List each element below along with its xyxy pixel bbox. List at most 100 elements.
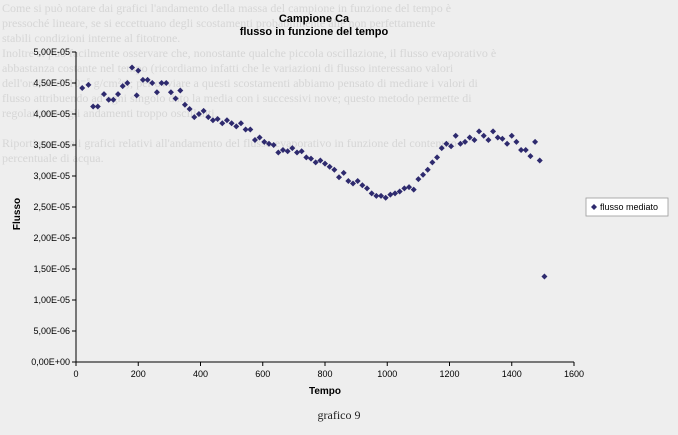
data-point: [135, 67, 142, 74]
bleed-line: regolarizzare gli andamenti troppo oscil…: [2, 106, 218, 120]
data-point: [527, 153, 534, 160]
data-point: [354, 177, 361, 184]
data-point: [298, 148, 305, 155]
data-point: [265, 140, 272, 147]
bleed-line: percentuale di acqua.: [2, 151, 104, 165]
data-point: [340, 169, 347, 176]
chart-subtitle: flusso in funzione del tempo: [240, 26, 389, 38]
bleed-line: pressoché lineare, se si eccettuano degl…: [2, 16, 436, 30]
x-axis-label: Tempo: [309, 386, 341, 397]
data-point: [392, 190, 399, 197]
data-point: [317, 157, 324, 164]
data-point: [303, 154, 310, 161]
legend-box: [585, 197, 669, 217]
data-point: [247, 126, 254, 133]
data-point: [322, 160, 328, 167]
data-point: [279, 146, 286, 153]
data-point: [336, 174, 343, 181]
data-point: [289, 145, 296, 152]
data-point: [233, 123, 240, 130]
data-point: [153, 89, 160, 96]
data-point: [205, 114, 212, 121]
data-point: [251, 137, 258, 144]
y-tick-label: 4,00E-05: [33, 109, 70, 119]
y-tick-label: 3,00E-05: [33, 171, 70, 181]
data-point: [536, 157, 543, 164]
data-point: [172, 95, 179, 102]
data-point: [350, 180, 357, 187]
data-points: [79, 64, 548, 280]
data-point: [457, 140, 464, 147]
legend: flusso mediato: [585, 197, 669, 217]
x-tick-label: 400: [193, 369, 208, 379]
figure-caption: grafico 9: [317, 408, 361, 422]
y-tick-label: 4,50E-05: [33, 78, 70, 88]
data-point: [345, 177, 352, 184]
bleed-line: abbastanza costante nel tempo (ricordiam…: [2, 61, 454, 75]
data-point: [139, 76, 146, 83]
y-tick-label: 5,00E-06: [33, 326, 70, 336]
data-point: [105, 96, 112, 103]
data-point: [410, 186, 417, 193]
data-point: [508, 132, 515, 139]
y-axis-label: Flusso: [12, 198, 23, 230]
y-tick-label: 2,00E-05: [33, 233, 70, 243]
data-point: [518, 146, 525, 153]
data-point: [284, 148, 291, 155]
data-point: [270, 142, 277, 148]
bleed-line: Inoltre si può facilmente osservare che,…: [2, 46, 497, 60]
data-point: [396, 188, 403, 195]
data-point: [158, 80, 165, 86]
data-point: [471, 137, 478, 144]
data-point: [110, 96, 117, 103]
y-axis: 0,00E+00 5,00E-06 1,00E-05 1,50E-05 2,00E-05…: [31, 47, 77, 367]
y-tick-label: 2,50E-05: [33, 202, 70, 212]
data-point: [420, 171, 427, 178]
data-point: [448, 143, 455, 150]
y-tick-label: 1,50E-05: [33, 264, 70, 274]
data-point: [499, 135, 506, 142]
data-point: [382, 194, 389, 201]
data-point: [485, 137, 492, 144]
data-point: [119, 83, 126, 90]
data-point: [476, 128, 483, 135]
legend-marker-icon: [591, 204, 597, 210]
data-point: [195, 111, 202, 117]
data-point: [129, 64, 136, 71]
data-point: [177, 87, 184, 94]
data-point: [359, 182, 366, 189]
data-point: [94, 103, 101, 110]
data-point: [494, 134, 501, 141]
data-point: [401, 185, 408, 192]
data-point: [424, 166, 431, 173]
data-point: [434, 154, 441, 161]
data-point: [200, 107, 207, 114]
data-point: [163, 80, 170, 86]
x-tick-label: 600: [255, 369, 270, 379]
data-point: [209, 117, 216, 124]
data-point: [312, 159, 319, 166]
data-point: [167, 89, 174, 96]
x-axis: 0 200 400 600 800 1000 1200 1400 1600: [73, 361, 584, 379]
chart-title: Campione Ca: [279, 13, 350, 25]
data-point: [223, 117, 230, 124]
data-point: [364, 185, 371, 192]
data-point: [466, 134, 473, 141]
data-point: [181, 101, 188, 108]
data-point: [133, 92, 140, 99]
data-point: [261, 138, 268, 145]
data-point: [480, 132, 487, 139]
data-point: [228, 120, 235, 127]
data-point: [219, 120, 226, 127]
data-point: [79, 84, 86, 91]
x-tick-label: 1000: [377, 369, 397, 379]
data-point: [429, 159, 436, 166]
data-point: [541, 273, 548, 280]
data-point: [186, 106, 193, 113]
data-point: [293, 149, 300, 156]
data-point: [144, 76, 151, 83]
data-point: [452, 132, 459, 139]
x-tick-label: 0: [73, 369, 78, 379]
